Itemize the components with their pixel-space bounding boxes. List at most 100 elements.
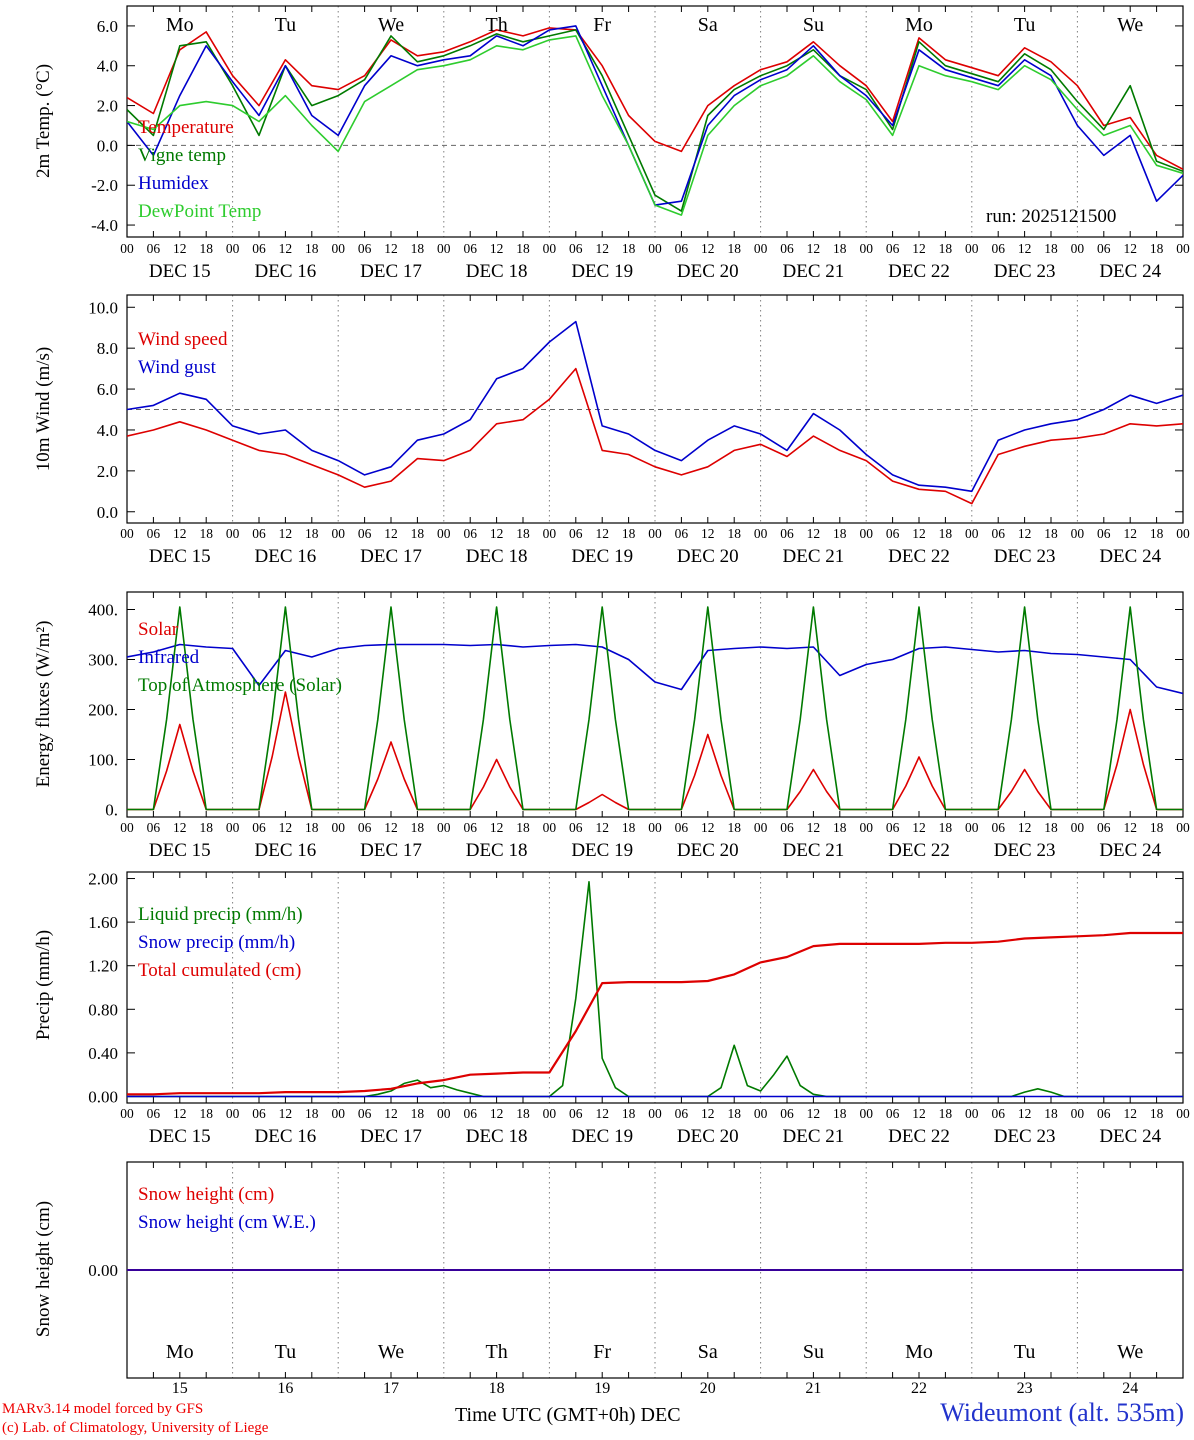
svg-text:06: 06 — [252, 241, 266, 256]
energy-fluxes-chart: 400.300.200.100.0.00 06 12 18 00 06 12 18 00 06 12… — [88, 591, 1190, 861]
svg-text:06: 06 — [358, 820, 372, 835]
svg-text:DEC 20: DEC 20 — [677, 261, 739, 282]
svg-text:06: 06 — [780, 820, 794, 835]
snow-height-chart: 0.00 Mo Tu We Th Fr Sa Su Mo Tu We 15 16 17 18 19 20 21 22… — [88, 1161, 1184, 1397]
svg-text:DEC 19: DEC 19 — [571, 1126, 633, 1147]
svg-text:06: 06 — [886, 1106, 900, 1121]
legend-wind-gust: Wind gust — [138, 357, 216, 378]
svg-text:Tu: Tu — [275, 1341, 297, 1363]
svg-text:12: 12 — [384, 241, 398, 256]
svg-text:DEC 22: DEC 22 — [888, 840, 950, 861]
svg-text:18: 18 — [727, 820, 741, 835]
legend-vigne-temp: Vigne temp — [138, 145, 227, 166]
svg-text:12: 12 — [279, 1106, 293, 1121]
svg-text:16: 16 — [277, 1380, 293, 1397]
svg-text:12: 12 — [1018, 820, 1032, 835]
svg-text:Fr: Fr — [593, 1341, 611, 1363]
legend-top-of-atmosphere: Top of Atmosphere (Solar) — [138, 675, 342, 696]
svg-text:12: 12 — [1123, 526, 1137, 541]
svg-text:00: 00 — [648, 241, 662, 256]
svg-text:12: 12 — [1018, 526, 1032, 541]
svg-text:00: 00 — [543, 1106, 557, 1121]
run-label: run: 2025121500 — [986, 206, 1117, 227]
svg-text:DEC 20: DEC 20 — [677, 840, 739, 861]
svg-text:12: 12 — [1123, 1106, 1137, 1121]
svg-text:06: 06 — [780, 1106, 794, 1121]
svg-text:00: 00 — [859, 820, 873, 835]
svg-text:06: 06 — [463, 241, 477, 256]
svg-text:Tu: Tu — [1014, 14, 1036, 36]
svg-text:6.0: 6.0 — [97, 380, 118, 399]
svg-text:Mo: Mo — [905, 14, 933, 36]
svg-text:12: 12 — [1123, 241, 1137, 256]
svg-text:DEC 21: DEC 21 — [783, 261, 845, 282]
svg-text:06: 06 — [991, 526, 1005, 541]
svg-text:06: 06 — [358, 526, 372, 541]
svg-text:12: 12 — [490, 526, 504, 541]
svg-text:12: 12 — [807, 241, 821, 256]
svg-text:DEC 19: DEC 19 — [571, 546, 633, 567]
svg-text:DEC 16: DEC 16 — [255, 546, 317, 567]
svg-text:12: 12 — [595, 820, 609, 835]
svg-text:We: We — [1117, 14, 1143, 36]
svg-text:18: 18 — [727, 526, 741, 541]
svg-text:12: 12 — [1018, 1106, 1032, 1121]
svg-text:DEC 23: DEC 23 — [994, 1126, 1056, 1147]
svg-text:00: 00 — [437, 820, 451, 835]
svg-text:12: 12 — [595, 526, 609, 541]
svg-text:06: 06 — [991, 241, 1005, 256]
svg-text:8.0: 8.0 — [97, 339, 118, 358]
svg-text:Fr: Fr — [593, 14, 611, 36]
svg-text:18: 18 — [1044, 526, 1058, 541]
svg-text:12: 12 — [490, 820, 504, 835]
svg-text:00: 00 — [437, 526, 451, 541]
svg-text:DEC 18: DEC 18 — [466, 546, 528, 567]
svg-text:12: 12 — [490, 241, 504, 256]
svg-text:Mo: Mo — [905, 1341, 933, 1363]
svg-text:0.40: 0.40 — [88, 1044, 118, 1063]
svg-text:00: 00 — [1071, 526, 1085, 541]
svg-text:12: 12 — [384, 1106, 398, 1121]
svg-text:Mo: Mo — [166, 14, 194, 36]
svg-text:0.00: 0.00 — [88, 1087, 118, 1106]
svg-text:6.0: 6.0 — [97, 17, 118, 36]
svg-text:18: 18 — [622, 1106, 636, 1121]
svg-text:00: 00 — [859, 1106, 873, 1121]
legend-wind-speed: Wind speed — [138, 329, 228, 350]
svg-text:00: 00 — [859, 526, 873, 541]
legend-total-cumulated: Total cumulated (cm) — [138, 960, 302, 981]
svg-text:00: 00 — [754, 241, 768, 256]
svg-text:06: 06 — [675, 241, 689, 256]
svg-text:00: 00 — [331, 526, 345, 541]
svg-text:0.80: 0.80 — [88, 1000, 118, 1019]
svg-text:06: 06 — [358, 1106, 372, 1121]
svg-text:12: 12 — [912, 526, 926, 541]
svg-text:00: 00 — [226, 820, 240, 835]
svg-text:0.0: 0.0 — [97, 136, 118, 155]
svg-text:18: 18 — [516, 1106, 530, 1121]
svg-text:DEC 24: DEC 24 — [1099, 546, 1161, 567]
svg-text:18: 18 — [622, 526, 636, 541]
svg-text:18: 18 — [516, 241, 530, 256]
svg-text:We: We — [378, 1341, 404, 1363]
legend-liquid-precip: Liquid precip (mm/h) — [138, 904, 303, 925]
svg-text:18: 18 — [411, 526, 425, 541]
svg-text:12: 12 — [279, 820, 293, 835]
svg-text:00: 00 — [331, 820, 345, 835]
temperature-panel: 6.0 4.0 2.0 0.0 -2.0 -4.0 00 06 12 18 00 06 12 18 00 06… — [0, 0, 1194, 290]
svg-text:18: 18 — [199, 526, 213, 541]
svg-text:00: 00 — [965, 820, 979, 835]
svg-text:4.0: 4.0 — [97, 421, 118, 440]
svg-text:DEC 15: DEC 15 — [149, 261, 211, 282]
svg-text:06: 06 — [463, 1106, 477, 1121]
svg-text:18: 18 — [1150, 1106, 1164, 1121]
svg-text:00: 00 — [437, 241, 451, 256]
svg-text:18: 18 — [939, 526, 953, 541]
svg-text:18: 18 — [727, 241, 741, 256]
svg-text:DEC 20: DEC 20 — [677, 1126, 739, 1147]
svg-text:-4.0: -4.0 — [91, 216, 118, 235]
svg-text:18: 18 — [1044, 820, 1058, 835]
svg-text:18: 18 — [833, 820, 847, 835]
svg-text:18: 18 — [939, 241, 953, 256]
